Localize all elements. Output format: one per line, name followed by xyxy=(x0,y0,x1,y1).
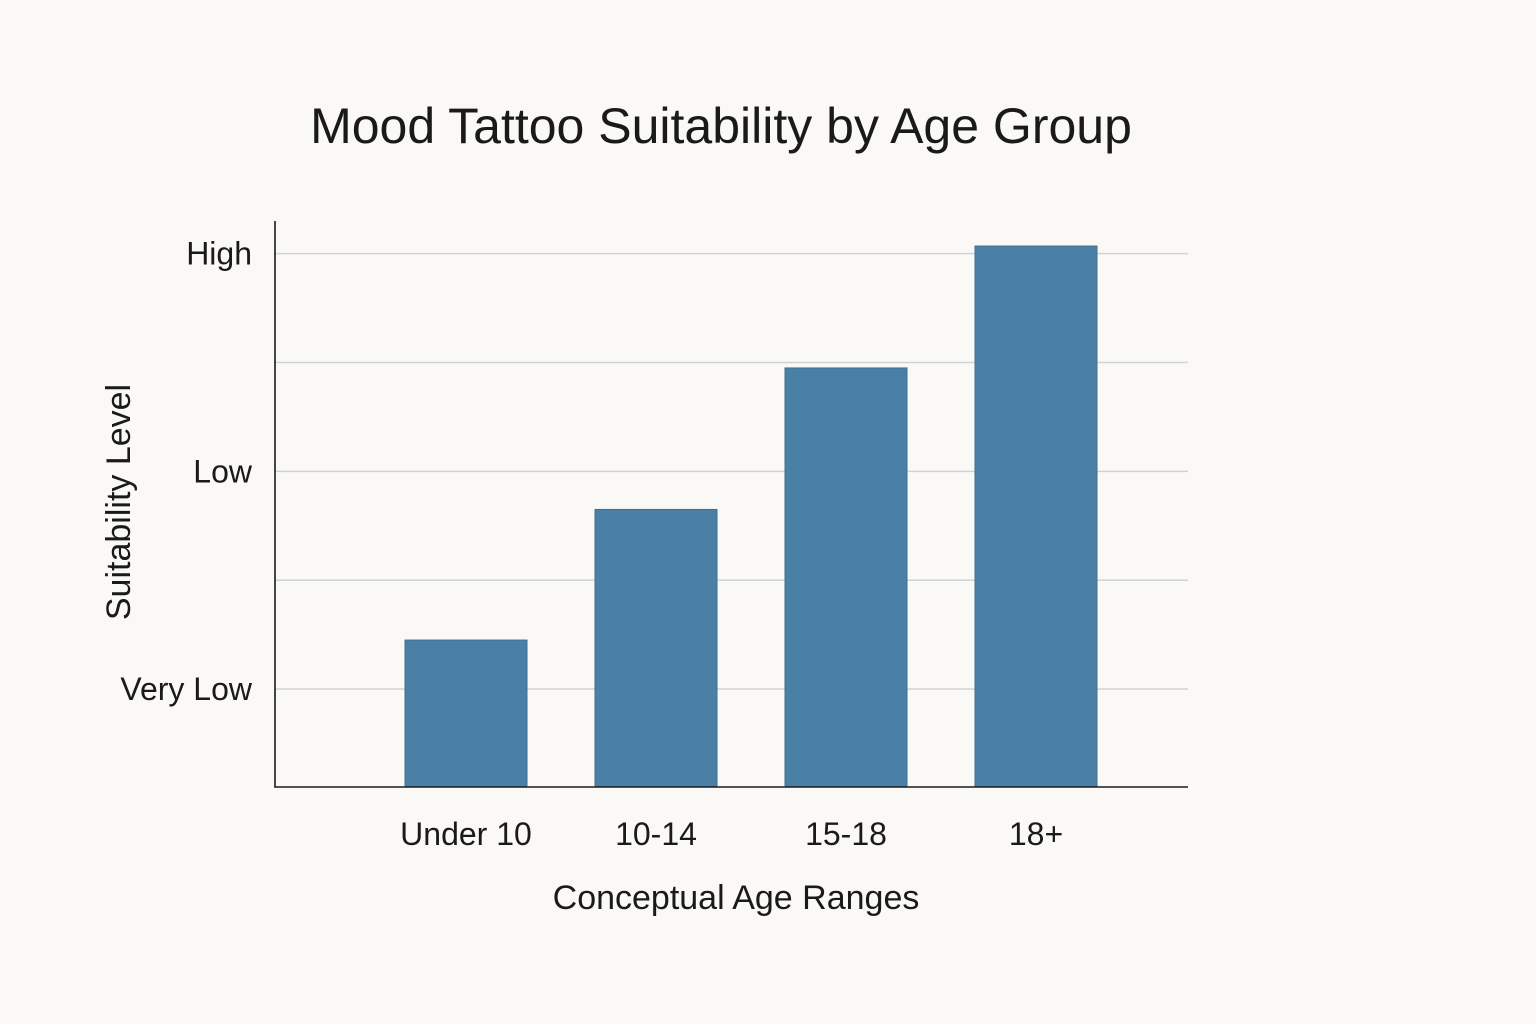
x-tick-label-3: 18+ xyxy=(1009,816,1063,852)
y-tick-label-2: High xyxy=(186,236,252,272)
chart-title: Mood Tattoo Suitability by Age Group xyxy=(310,98,1132,154)
x-axis-label: Conceptual Age Ranges xyxy=(553,879,920,917)
bar-1 xyxy=(594,508,718,788)
y-tick-label-1: Low xyxy=(193,453,253,489)
bar-3 xyxy=(974,245,1098,788)
x-tick-labels: Under 10 10-14 15-18 18+ xyxy=(400,816,1063,852)
x-tick-label-1: 10-14 xyxy=(615,816,697,852)
y-axis-label: Suitability Level xyxy=(100,384,138,620)
bar-2 xyxy=(784,367,908,788)
y-tick-label-0: Very Low xyxy=(120,671,253,707)
x-tick-label-2: 15-18 xyxy=(805,816,887,852)
x-tick-label-0: Under 10 xyxy=(400,816,532,852)
bars xyxy=(404,245,1098,788)
axes xyxy=(274,221,1188,788)
bar-0 xyxy=(404,639,528,788)
y-tick-labels: Very Low Low High xyxy=(120,236,253,707)
